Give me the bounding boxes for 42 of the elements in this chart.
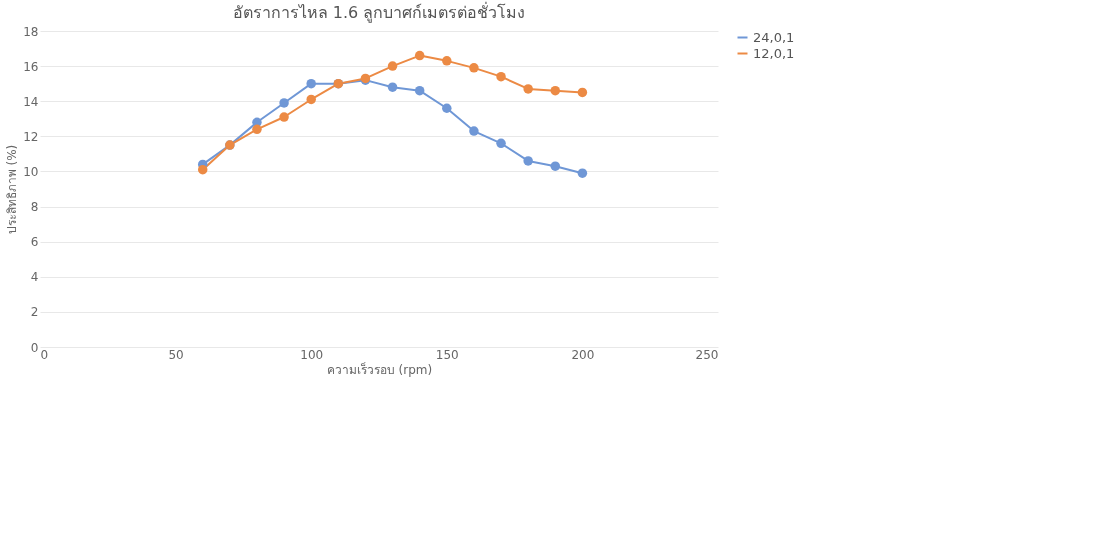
- point: [550, 85, 561, 96]
- y-tick-label: 12: [23, 129, 39, 144]
- point: [496, 71, 506, 82]
- y-tick-label: 6: [30, 235, 39, 250]
- point: [387, 82, 398, 92]
- point: [496, 138, 506, 149]
- point: [279, 112, 289, 122]
- point: [279, 98, 289, 108]
- point: [387, 61, 398, 71]
- x-tick-label: 250: [695, 347, 719, 362]
- point: [442, 103, 452, 113]
- point: [306, 78, 316, 89]
- y-tick-label: 2: [30, 305, 39, 320]
- point: [306, 94, 316, 105]
- y-tick-label: 8: [30, 200, 39, 215]
- x-tick-label: 0: [40, 347, 49, 362]
- y-tick-label: 16: [23, 59, 39, 74]
- y-tick-label: 4: [30, 270, 39, 285]
- point: [577, 168, 588, 178]
- point: [414, 85, 425, 96]
- point: [469, 126, 479, 136]
- x-tick-label: 200: [571, 347, 595, 362]
- point: [523, 84, 533, 94]
- point: [252, 124, 262, 135]
- legend-label: 24,0,1: [753, 29, 795, 45]
- y-tick-label: 18: [23, 24, 39, 39]
- point: [577, 87, 588, 98]
- point: [414, 50, 425, 61]
- x-tick-label: 150: [435, 347, 459, 362]
- point: [197, 164, 208, 175]
- legend-label: 12,0,1: [753, 45, 795, 61]
- chart-title: อัตราการไหล 1.6 ลูกบาศก์เมตรต่อชั่วโมง: [232, 1, 526, 23]
- point: [469, 63, 479, 73]
- point: [523, 156, 533, 166]
- y-axis-title: ประสิทธิภาพ (%): [5, 144, 20, 235]
- point: [550, 161, 561, 171]
- x-tick-label: 50: [168, 347, 184, 362]
- x-tick-label: 100: [300, 347, 324, 362]
- point: [442, 56, 452, 66]
- x-axis-title: ความเร็วรอบ (rpm): [326, 361, 433, 377]
- y-tick-label: 14: [23, 94, 39, 109]
- y-tick-label: 10: [23, 164, 39, 179]
